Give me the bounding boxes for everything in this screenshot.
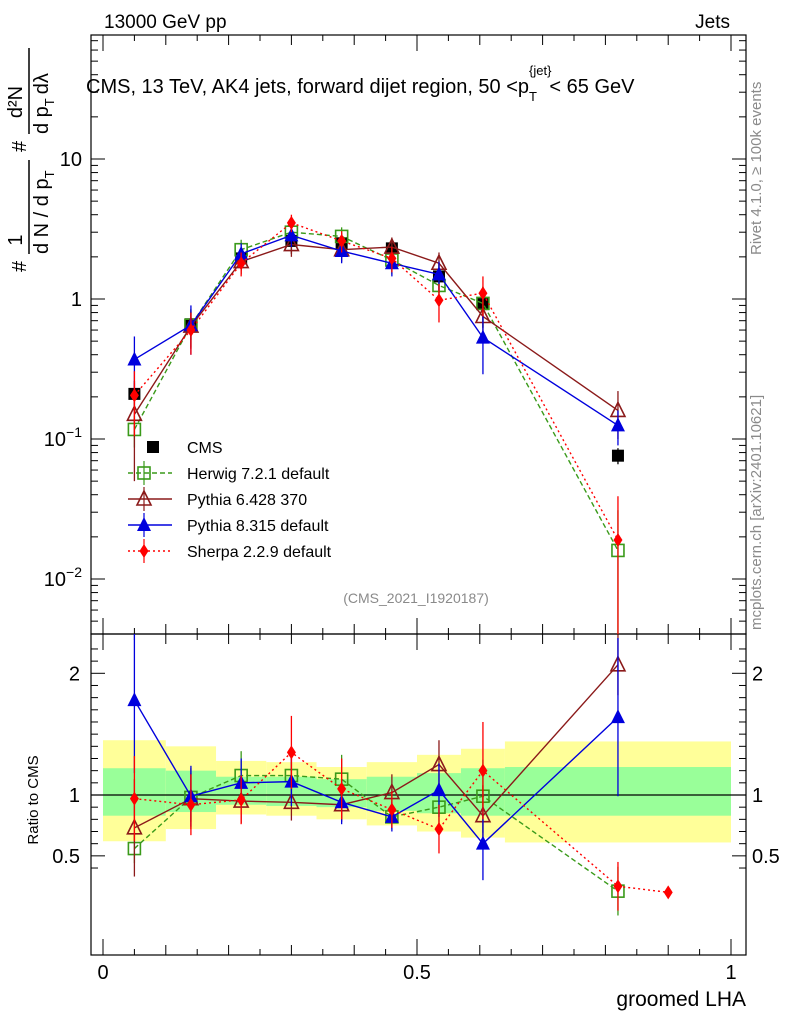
data-point xyxy=(610,417,625,432)
ylabel-hash1: # xyxy=(9,260,31,272)
data-point xyxy=(127,692,142,707)
ylabel-hash2: # xyxy=(9,140,31,152)
data-point xyxy=(613,532,623,547)
data-point xyxy=(475,835,490,850)
ratio-ytick-label-left: 2 xyxy=(69,663,80,685)
main-ytick-label: 10 xyxy=(60,149,82,171)
data-point xyxy=(434,293,444,308)
series-line xyxy=(133,774,619,892)
legend-marker xyxy=(147,441,159,453)
data-point xyxy=(434,822,444,837)
main-ylabel: # 1 d N / d pT # d²N d pTdλ xyxy=(5,48,57,272)
data-point xyxy=(387,802,397,817)
rivet-label: Rivet 4.1.0, ≥ 100k events xyxy=(748,82,765,255)
title-sub: T xyxy=(529,89,537,104)
data-point xyxy=(236,792,246,807)
ratio-ytick-label-right: 1 xyxy=(752,785,763,807)
legend-label: Pythia 6.428 370 xyxy=(187,492,307,509)
main-plot-title: CMS, 13 TeV, AK4 jets, forward dijet reg… xyxy=(86,63,635,104)
data-point xyxy=(610,709,625,724)
legend-marker xyxy=(135,489,153,506)
data-point xyxy=(337,233,347,248)
main-herwig-7-2-1-default xyxy=(127,222,625,634)
ratio-ytick-label-left: 1 xyxy=(69,785,80,807)
series-line xyxy=(133,243,619,415)
data-point xyxy=(431,782,446,797)
legend: CMS Herwig 7.2.1 default Pythia 6.428 370 P… xyxy=(128,440,332,563)
data-point xyxy=(478,763,488,778)
data-point xyxy=(129,388,139,403)
data-point xyxy=(186,797,196,812)
data-point xyxy=(286,745,296,760)
ylabel-num1: 1 xyxy=(5,234,27,245)
ratio-ytick-label-left: 0.5 xyxy=(52,846,80,868)
ratio-sherpa-2-2-9-default xyxy=(129,715,673,911)
xtick-label: 0 xyxy=(97,962,108,984)
main-pythia-8-315-default xyxy=(127,225,625,446)
legend-marker xyxy=(137,517,151,531)
title-sup: {jet} xyxy=(529,63,552,78)
series-line xyxy=(134,751,669,894)
data-point xyxy=(283,234,300,252)
mcplots-label: mcplots.cern.ch [arXiv:2401.10621] xyxy=(748,395,765,630)
header-right: Jets xyxy=(695,12,730,33)
data-point xyxy=(286,215,296,230)
data-point xyxy=(127,351,142,366)
ratio-ylabel: Ratio to CMS xyxy=(25,755,42,844)
ratio-ytick-label-right: 0.5 xyxy=(752,846,780,868)
data-point xyxy=(284,227,299,242)
title-main: CMS, 13 TeV, AK4 jets, forward dijet reg… xyxy=(86,76,529,98)
xtick-label: 1 xyxy=(725,962,736,984)
legend-label: CMS xyxy=(187,440,223,457)
ratio-ytick-label-right: 2 xyxy=(752,663,763,685)
series-line xyxy=(134,234,619,427)
data-point xyxy=(283,792,300,810)
xtick-label: 0.5 xyxy=(403,962,431,984)
data-point xyxy=(611,449,624,462)
main-ytick-label: 10−1 xyxy=(44,424,82,451)
axes-layer: 10−2 10−1 1 10 0.5 0.5 1 1 2 2 0 0.5 1 xyxy=(44,34,780,984)
x-axis-label: groomed LHA xyxy=(616,988,746,1011)
analysis-watermark: (CMS_2021_I1920187) xyxy=(343,590,489,606)
main-cms xyxy=(128,230,624,465)
legend-label: Herwig 7.2.1 default xyxy=(187,466,330,483)
main-ytick-label: 10−2 xyxy=(44,564,82,591)
data-point xyxy=(478,286,488,301)
data-point xyxy=(387,251,397,266)
data-point xyxy=(475,329,490,344)
legend-label: Pythia 8.315 default xyxy=(187,518,329,535)
title-tail: < 65 GeV xyxy=(549,76,635,98)
data-point xyxy=(236,256,246,271)
data-point xyxy=(337,781,347,796)
data-point xyxy=(663,885,673,900)
data-point xyxy=(613,879,623,894)
ylabel-den1: d N / d pT xyxy=(31,170,57,254)
legend-marker xyxy=(139,544,149,558)
series-layer xyxy=(126,214,673,916)
legend-marker xyxy=(137,466,151,480)
ylabel-num2: d²N xyxy=(5,86,27,118)
main-ytick-label: 1 xyxy=(71,289,82,311)
data-point xyxy=(129,791,139,806)
data-point xyxy=(186,323,196,338)
main-sherpa-2-2-9-default xyxy=(129,214,623,634)
header-left: 13000 GeV pp xyxy=(104,12,227,33)
ylabel-den2: d pTdλ xyxy=(31,73,57,134)
legend-label: Sherpa 2.2.9 default xyxy=(187,544,332,561)
data-point xyxy=(431,266,446,281)
